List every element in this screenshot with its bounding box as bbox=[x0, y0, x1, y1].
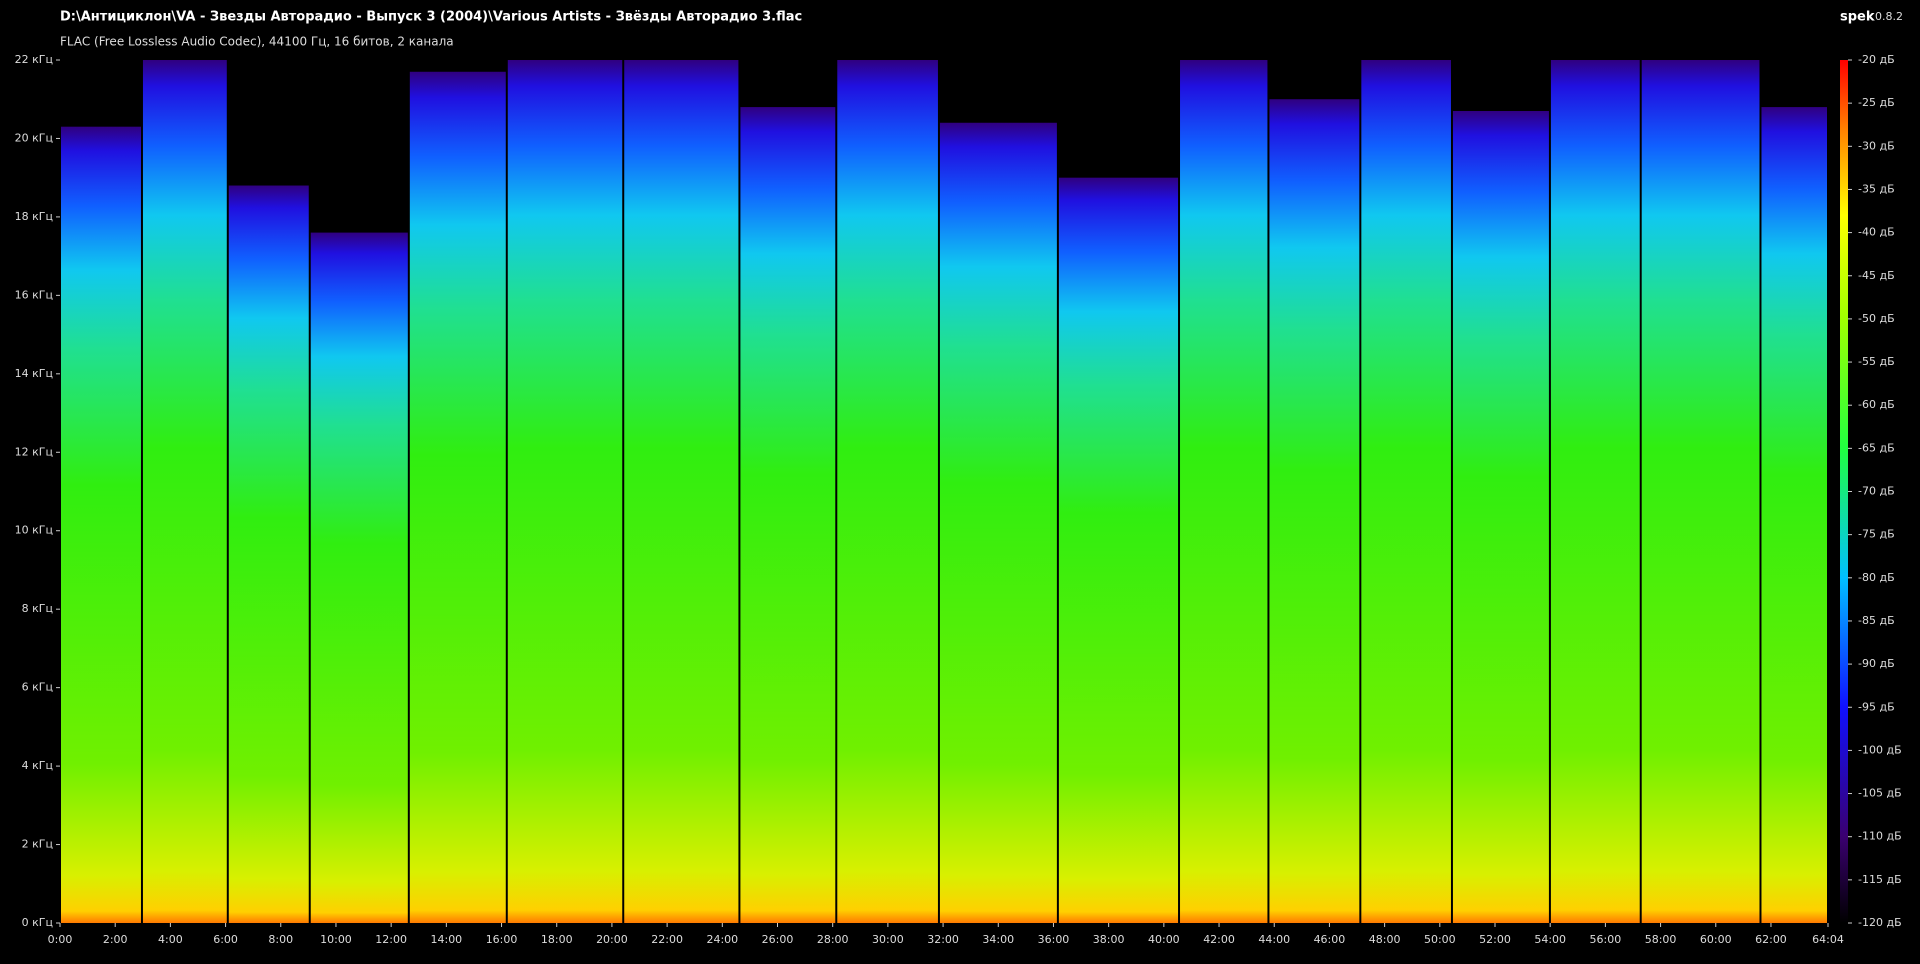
file-path: D:\Антициклон\VA - Звезды Авторадио - Вы… bbox=[60, 10, 802, 25]
x-tick-label: 36:00 bbox=[1038, 933, 1070, 946]
x-tick-label: 58:00 bbox=[1645, 933, 1677, 946]
x-tick-label: 38:00 bbox=[1093, 933, 1125, 946]
track-spectrum bbox=[507, 60, 623, 923]
track-spectrum bbox=[939, 122, 1057, 924]
track-spectrum bbox=[740, 107, 836, 923]
colorbar-tick-label: -75 дБ bbox=[1858, 528, 1895, 541]
y-tick-label: 10 кГц bbox=[15, 524, 53, 537]
track-spectrum bbox=[1058, 177, 1179, 923]
track-spectrum bbox=[1452, 110, 1549, 923]
x-tick-label: 60:00 bbox=[1700, 933, 1732, 946]
x-tick-label: 24:00 bbox=[706, 933, 738, 946]
track-spectrum bbox=[1550, 60, 1640, 923]
x-tick-label: 40:00 bbox=[1148, 933, 1180, 946]
app-name: spek bbox=[1840, 10, 1875, 25]
x-tick-label: 14:00 bbox=[430, 933, 462, 946]
colorbar-tick-label: -45 дБ bbox=[1858, 269, 1895, 282]
track-spectrum bbox=[1269, 99, 1360, 923]
colorbar-tick-label: -95 дБ bbox=[1858, 700, 1895, 713]
track-spectrum bbox=[1641, 60, 1760, 923]
x-tick-label: 52:00 bbox=[1479, 933, 1511, 946]
y-tick-label: 14 кГц bbox=[15, 367, 53, 380]
colorbar-tick-label: -85 дБ bbox=[1858, 614, 1895, 627]
x-tick-label: 48:00 bbox=[1369, 933, 1401, 946]
colorbar-tick-label: -20 дБ bbox=[1858, 53, 1895, 66]
y-tick-label: 16 кГц bbox=[15, 288, 53, 301]
x-tick-label: 34:00 bbox=[982, 933, 1014, 946]
y-tick-label: 0 кГц bbox=[22, 916, 53, 929]
x-tick-label: 64:04 bbox=[1812, 933, 1844, 946]
x-tick-label: 30:00 bbox=[872, 933, 904, 946]
x-tick-label: 8:00 bbox=[268, 933, 293, 946]
x-tick-label: 10:00 bbox=[320, 933, 352, 946]
x-tick-label: 2:00 bbox=[103, 933, 128, 946]
track-spectrum bbox=[142, 60, 227, 923]
colorbar-tick-label: -40 дБ bbox=[1858, 226, 1895, 239]
x-tick-label: 28:00 bbox=[817, 933, 849, 946]
colorbar-tick-label: -65 дБ bbox=[1858, 441, 1895, 454]
x-tick-label: 16:00 bbox=[486, 933, 518, 946]
track-spectrum bbox=[1761, 107, 1827, 923]
x-tick-label: 12:00 bbox=[375, 933, 407, 946]
x-tick-label: 20:00 bbox=[596, 933, 628, 946]
y-tick-label: 4 кГц bbox=[22, 759, 53, 772]
track-spectrum bbox=[228, 185, 309, 923]
y-tick-label: 22 кГц bbox=[15, 53, 53, 66]
x-tick-label: 56:00 bbox=[1590, 933, 1622, 946]
x-tick-label: 6:00 bbox=[213, 933, 238, 946]
x-tick-label: 54:00 bbox=[1534, 933, 1566, 946]
track-spectrum bbox=[61, 126, 141, 924]
y-tick-label: 20 кГц bbox=[15, 131, 53, 144]
y-tick-label: 2 кГц bbox=[22, 838, 53, 851]
colorbar-tick-label: -25 дБ bbox=[1858, 96, 1895, 109]
colorbar-tick-label: -90 дБ bbox=[1858, 657, 1895, 670]
colorbar-tick-label: -35 дБ bbox=[1858, 182, 1895, 195]
y-tick-label: 8 кГц bbox=[22, 602, 53, 615]
x-tick-label: 42:00 bbox=[1203, 933, 1235, 946]
colorbar-tick-label: -115 дБ bbox=[1858, 873, 1902, 886]
x-tick-label: 44:00 bbox=[1258, 933, 1290, 946]
colorbar-tick-label: -80 дБ bbox=[1858, 571, 1895, 584]
track-spectrum bbox=[310, 232, 408, 924]
x-tick-label: 32:00 bbox=[927, 933, 959, 946]
x-tick-label: 22:00 bbox=[651, 933, 683, 946]
x-tick-label: 4:00 bbox=[158, 933, 183, 946]
x-tick-label: 18:00 bbox=[541, 933, 573, 946]
x-tick-label: 0:00 bbox=[48, 933, 73, 946]
colorbar-tick-label: -60 дБ bbox=[1858, 398, 1895, 411]
track-spectrum bbox=[409, 71, 506, 923]
colorbar-tick-label: -110 дБ bbox=[1858, 830, 1902, 843]
x-tick-label: 50:00 bbox=[1424, 933, 1456, 946]
x-tick-label: 26:00 bbox=[762, 933, 794, 946]
y-tick-label: 12 кГц bbox=[15, 445, 53, 458]
y-tick-label: 18 кГц bbox=[15, 210, 53, 223]
track-spectrum bbox=[837, 60, 938, 923]
colorbar-tick-label: -55 дБ bbox=[1858, 355, 1895, 368]
colorbar-tick-label: -50 дБ bbox=[1858, 312, 1895, 325]
y-tick-label: 6 кГц bbox=[22, 681, 53, 694]
track-spectrum bbox=[1361, 60, 1451, 923]
colorbar-tick-label: -120 дБ bbox=[1858, 916, 1902, 929]
x-tick-label: 46:00 bbox=[1314, 933, 1346, 946]
colorbar-tick-label: -100 дБ bbox=[1858, 743, 1902, 756]
colorbar-tick-label: -105 дБ bbox=[1858, 787, 1902, 800]
track-spectrum bbox=[1180, 60, 1268, 923]
colorbar bbox=[1840, 60, 1848, 923]
format-info: FLAC (Free Lossless Audio Codec), 44100 … bbox=[60, 35, 454, 49]
colorbar-tick-label: -30 дБ bbox=[1858, 139, 1895, 152]
colorbar-tick-label: -70 дБ bbox=[1858, 485, 1895, 498]
track-spectrum bbox=[624, 60, 739, 923]
app-version: 0.8.2 bbox=[1875, 10, 1903, 23]
x-tick-label: 62:00 bbox=[1755, 933, 1787, 946]
